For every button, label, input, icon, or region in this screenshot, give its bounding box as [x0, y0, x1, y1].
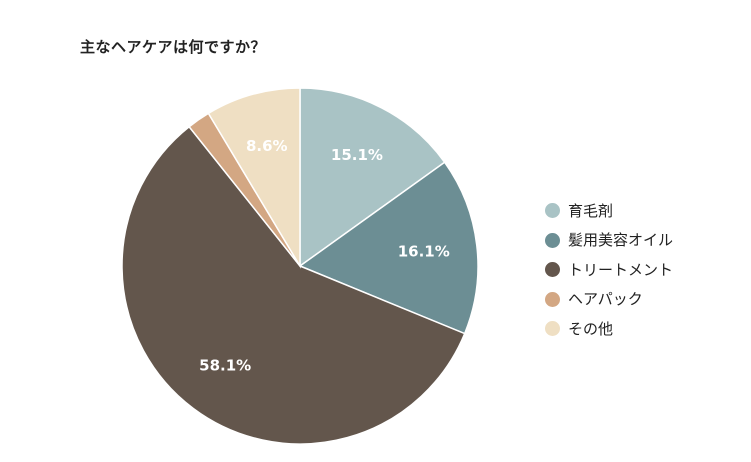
legend-item-hair-oil: 髪用美容オイル	[545, 226, 673, 256]
legend-label: 髪用美容オイル	[568, 231, 674, 250]
chart-title: 主なヘアケアは何ですか？	[80, 38, 267, 56]
data-label-treatment: 58.1%	[199, 357, 251, 375]
legend-swatch	[545, 203, 560, 219]
legend-item-hair-pack: ヘアパック	[545, 285, 673, 315]
legend-label: その他	[568, 319, 614, 338]
data-label-hair-oil: 16.1%	[398, 243, 450, 261]
legend-item-ikumouzai: 育毛剤	[545, 196, 673, 226]
legend-label: トリートメント	[568, 260, 674, 279]
pie-slice-ikumouzai	[299, 87, 446, 268]
legend-item-other: その他	[545, 314, 673, 344]
legend-label: ヘアパック	[568, 290, 643, 309]
legend-item-treatment: トリートメント	[545, 255, 673, 285]
legend-swatch	[545, 321, 560, 337]
pie-slice-other	[207, 87, 301, 269]
legend-swatch	[545, 232, 560, 248]
data-label-other: 8.6%	[246, 137, 288, 155]
pie-slice-treatment	[121, 125, 466, 445]
legend-swatch	[545, 291, 560, 307]
legend-swatch	[545, 262, 560, 278]
data-label-ikumouzai: 15.1%	[331, 146, 383, 164]
legend: 育毛剤髪用美容オイル トリートメント ヘアパックその他	[545, 196, 673, 344]
legend-label: 育毛剤	[568, 201, 614, 220]
pie-slice-hair-oil	[298, 161, 479, 335]
